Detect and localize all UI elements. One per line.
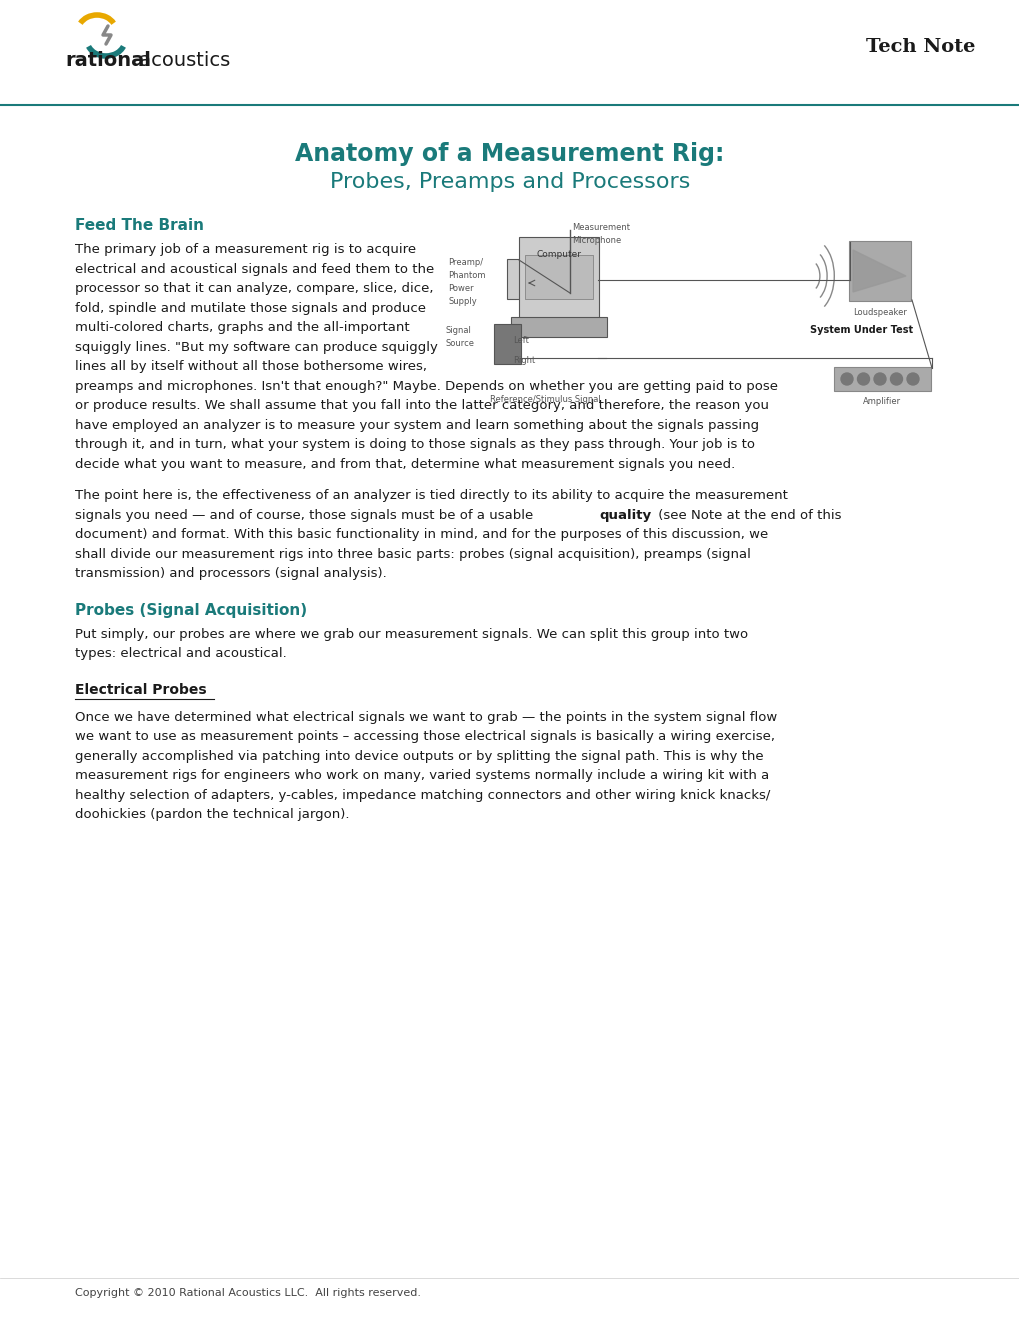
Circle shape xyxy=(890,374,902,385)
Text: healthy selection of adapters, y-cables, impedance matching connectors and other: healthy selection of adapters, y-cables,… xyxy=(75,788,769,801)
Text: measurement rigs for engineers who work on many, varied systems normally include: measurement rigs for engineers who work … xyxy=(75,770,768,781)
Text: quality: quality xyxy=(599,508,651,521)
Text: Reference/Stimulus Signal: Reference/Stimulus Signal xyxy=(489,395,600,404)
Text: signals you need — and of course, those signals must be of a usable: signals you need — and of course, those … xyxy=(75,508,537,521)
Circle shape xyxy=(841,374,852,385)
Text: preamps and microphones. Isn't that enough?" Maybe. Depends on whether you are g: preamps and microphones. Isn't that enou… xyxy=(75,380,777,392)
Text: have employed an analyzer is to measure your system and learn something about th: have employed an analyzer is to measure … xyxy=(75,418,758,432)
Text: rational: rational xyxy=(65,51,151,70)
Text: document) and format. With this basic functionality in mind, and for the purpose: document) and format. With this basic fu… xyxy=(75,528,767,541)
FancyBboxPatch shape xyxy=(493,323,521,364)
Text: Once we have determined what electrical signals we want to grab — the points in : Once we have determined what electrical … xyxy=(75,710,776,723)
Text: acoustics: acoustics xyxy=(132,51,230,70)
Circle shape xyxy=(857,374,868,385)
Text: Amplifier: Amplifier xyxy=(863,397,901,407)
Text: we want to use as measurement points – accessing those electrical signals is bas: we want to use as measurement points – a… xyxy=(75,730,774,743)
FancyBboxPatch shape xyxy=(519,238,598,321)
Text: Probes, Preamps and Processors: Probes, Preamps and Processors xyxy=(329,172,690,191)
FancyBboxPatch shape xyxy=(525,255,592,300)
Text: The primary job of a measurement rig is to acquire: The primary job of a measurement rig is … xyxy=(75,243,416,256)
Text: Electrical Probes: Electrical Probes xyxy=(75,682,207,697)
Text: Tech Note: Tech Note xyxy=(865,38,974,55)
Text: Loudspeaker: Loudspeaker xyxy=(852,308,906,317)
Text: Phantom: Phantom xyxy=(447,271,485,280)
Text: types: electrical and acoustical.: types: electrical and acoustical. xyxy=(75,647,286,660)
Polygon shape xyxy=(852,249,905,292)
Text: lines all by itself without all those bothersome wires,: lines all by itself without all those bo… xyxy=(75,360,427,374)
Text: shall divide our measurement rigs into three basic parts: probes (signal acquisi: shall divide our measurement rigs into t… xyxy=(75,548,750,561)
Circle shape xyxy=(873,374,886,385)
Text: decide what you want to measure, and from that, determine what measurement signa: decide what you want to measure, and fro… xyxy=(75,458,735,470)
Text: Signal: Signal xyxy=(444,326,471,335)
Text: generally accomplished via patching into device outputs or by splitting the sign: generally accomplished via patching into… xyxy=(75,750,763,763)
Text: squiggly lines. "But my software can produce squiggly: squiggly lines. "But my software can pro… xyxy=(75,341,437,354)
Text: transmission) and processors (signal analysis).: transmission) and processors (signal ana… xyxy=(75,568,386,579)
FancyBboxPatch shape xyxy=(848,242,910,301)
FancyBboxPatch shape xyxy=(834,367,930,391)
Text: Feed The Brain: Feed The Brain xyxy=(75,218,204,234)
Text: Put simply, our probes are where we grab our measurement signals. We can split t: Put simply, our probes are where we grab… xyxy=(75,627,747,640)
Text: (see Note at the end of this: (see Note at the end of this xyxy=(653,508,841,521)
Text: multi-colored charts, graphs and the all-important: multi-colored charts, graphs and the all… xyxy=(75,321,410,334)
Text: Supply: Supply xyxy=(447,297,476,306)
Text: Measurement: Measurement xyxy=(572,223,630,232)
Text: System Under Test: System Under Test xyxy=(809,325,912,335)
Text: Power: Power xyxy=(447,284,473,293)
Text: Probes (Signal Acquisition): Probes (Signal Acquisition) xyxy=(75,602,307,618)
Text: Computer: Computer xyxy=(536,249,581,259)
Text: processor so that it can analyze, compare, slice, dice,: processor so that it can analyze, compar… xyxy=(75,282,433,294)
Text: doohickies (pardon the technical jargon).: doohickies (pardon the technical jargon)… xyxy=(75,808,350,821)
Text: Copyright © 2010 Rational Acoustics LLC.  All rights reserved.: Copyright © 2010 Rational Acoustics LLC.… xyxy=(75,1288,421,1298)
Text: through it, and in turn, what your system is doing to those signals as they pass: through it, and in turn, what your syste… xyxy=(75,438,754,451)
Text: Microphone: Microphone xyxy=(572,236,621,246)
Text: electrical and acoustical signals and feed them to the: electrical and acoustical signals and fe… xyxy=(75,263,434,276)
FancyBboxPatch shape xyxy=(506,259,531,300)
Text: Right: Right xyxy=(513,356,535,366)
Text: or produce results. We shall assume that you fall into the latter category, and : or produce results. We shall assume that… xyxy=(75,399,768,412)
Text: Source: Source xyxy=(444,339,474,348)
Text: The point here is, the effectiveness of an analyzer is tied directly to its abil: The point here is, the effectiveness of … xyxy=(75,488,787,502)
FancyBboxPatch shape xyxy=(511,317,606,337)
Circle shape xyxy=(906,374,918,385)
Text: Anatomy of a Measurement Rig:: Anatomy of a Measurement Rig: xyxy=(296,143,723,166)
Text: fold, spindle and mutilate those signals and produce: fold, spindle and mutilate those signals… xyxy=(75,301,426,314)
Text: Preamp/: Preamp/ xyxy=(447,257,483,267)
Text: Left: Left xyxy=(513,337,529,345)
